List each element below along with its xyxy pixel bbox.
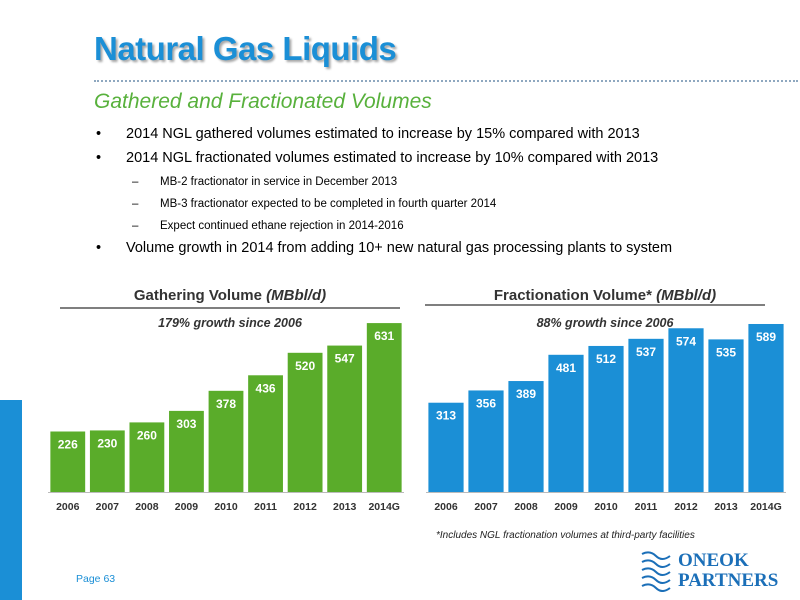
gathering-bar-2013 xyxy=(327,345,363,492)
fractionation-data-label: 389 xyxy=(516,387,536,401)
fractionation-chart-title-text: Fractionation Volume* xyxy=(493,287,652,304)
gathering-data-label: 631 xyxy=(374,329,394,343)
gathering-bar-2006 xyxy=(50,431,86,492)
gathering-x-tick-label: 2012 xyxy=(293,501,317,513)
page-title: Natural Gas Liquids xyxy=(94,30,397,67)
company-logo: ONEOK PARTNERS xyxy=(638,548,788,594)
bullet-text: Volume growth in 2014 from adding 10+ ne… xyxy=(126,240,673,256)
fractionation-bar-2011 xyxy=(628,338,664,492)
gathering-data-label: 303 xyxy=(176,417,196,431)
gathering-data-label: 226 xyxy=(58,438,78,452)
fractionation-growth-annotation: 88% growth since 2006 xyxy=(536,316,674,330)
bullet-item: • Volume growth in 2014 from adding 10+ … xyxy=(92,239,782,263)
gathering-x-tick-label: 2009 xyxy=(175,501,199,513)
gathering-growth-annotation: 179% growth since 2006 xyxy=(158,316,302,330)
fractionation-x-tick-label: 2009 xyxy=(554,501,578,513)
fractionation-data-label: 512 xyxy=(596,352,616,366)
fractionation-chart-title: Fractionation Volume* (MBbl/d) xyxy=(420,287,790,304)
sub-bullet-item: – MB-2 fractionator in service in Decemb… xyxy=(92,173,782,195)
sub-bullet-item: – MB-3 fractionator expected to be compl… xyxy=(92,195,782,217)
bullet-glyph: • xyxy=(96,126,102,142)
sub-bullet-text: MB-2 fractionator in service in December… xyxy=(160,176,398,188)
gathering-chart-title: Gathering Volume (MBbl/d) xyxy=(60,287,400,304)
fractionation-data-label: 574 xyxy=(676,334,696,348)
fractionation-bar-2013 xyxy=(708,339,744,492)
title-divider xyxy=(94,80,798,82)
fractionation-x-tick-label: 2007 xyxy=(474,501,498,513)
fractionation-data-label: 589 xyxy=(756,330,776,344)
gathering-x-tick-label: 2006 xyxy=(56,501,80,513)
fractionation-bar-2010 xyxy=(588,345,624,492)
fractionation-bar-2006 xyxy=(428,402,464,492)
gathering-x-tick-label: 2010 xyxy=(214,501,238,513)
fractionation-data-label: 537 xyxy=(636,345,656,359)
sub-bullet-text: MB-3 fractionator expected to be complet… xyxy=(160,198,497,210)
gathering-bar-2011 xyxy=(248,375,283,492)
fractionation-bar-2009 xyxy=(548,354,584,492)
fractionation-x-tick-label: 2008 xyxy=(514,501,538,513)
bullet-text: 2014 NGL fractionated volumes estimated … xyxy=(126,150,659,166)
bullet-item: • 2014 NGL gathered volumes estimated to… xyxy=(92,125,782,149)
left-accent-bar xyxy=(0,400,22,600)
bullet-text: 2014 NGL gathered volumes estimated to i… xyxy=(126,126,640,142)
fractionation-data-label: 535 xyxy=(716,345,736,359)
gathering-x-tick-label: 2013 xyxy=(333,501,357,513)
gathering-bar-2008 xyxy=(129,422,165,492)
gathering-data-label: 230 xyxy=(97,436,117,450)
gathering-bar-2014G xyxy=(366,323,402,492)
gathering-data-label: 547 xyxy=(335,352,355,366)
gathering-bar-2007 xyxy=(89,430,125,492)
fractionation-x-tick-label: 2011 xyxy=(635,501,658,513)
fractionation-chart-unit: (MBbl/d) xyxy=(656,287,717,304)
sub-bullet-item: – Expect continued ethane rejection in 2… xyxy=(92,217,782,239)
gathering-data-label: 436 xyxy=(256,381,276,395)
fractionation-bar-2007 xyxy=(468,390,504,492)
sub-bullet-glyph: – xyxy=(132,220,139,232)
fractionation-bar-2012 xyxy=(668,328,704,492)
fractionation-x-tick-label: 2010 xyxy=(594,501,618,513)
fractionation-data-label: 313 xyxy=(436,409,456,423)
gathering-data-label: 378 xyxy=(216,397,236,411)
fractionation-x-tick-label: 2014G xyxy=(750,501,782,513)
fractionation-data-label: 356 xyxy=(476,396,496,410)
bullet-list: • 2014 NGL gathered volumes estimated to… xyxy=(92,125,782,263)
gathering-x-tick-label: 2008 xyxy=(135,501,159,513)
sub-bullet-glyph: – xyxy=(132,176,139,188)
fractionation-bar-2014G xyxy=(748,323,784,492)
sub-bullet-glyph: – xyxy=(132,198,139,210)
gathering-data-label: 260 xyxy=(137,428,157,442)
gathering-chart-title-text: Gathering Volume xyxy=(133,287,262,304)
page-number: Page 63 xyxy=(76,573,116,585)
gathering-bar-2012 xyxy=(287,352,323,492)
bullet-glyph: • xyxy=(96,150,102,166)
footnote: *Includes NGL fractionation volumes at t… xyxy=(436,530,695,541)
gathering-bar-2009 xyxy=(169,410,204,492)
fractionation-x-tick-label: 2012 xyxy=(674,501,698,513)
gathering-x-tick-label: 2007 xyxy=(96,501,120,513)
fractionation-bar-2008 xyxy=(508,381,544,492)
bullet-glyph: • xyxy=(96,240,102,256)
logo-line2: PARTNERS xyxy=(678,570,779,591)
bullet-item: • 2014 NGL fractionated volumes estimate… xyxy=(92,149,782,173)
gathering-data-label: 520 xyxy=(295,359,315,373)
page-subtitle: Gathered and Fractionated Volumes xyxy=(94,90,432,113)
oneok-wave-logo-icon xyxy=(641,551,671,592)
fractionation-x-tick-label: 2013 xyxy=(714,501,738,513)
gathering-bar-2010 xyxy=(208,390,244,492)
fractionation-x-tick-label: 2006 xyxy=(434,501,458,513)
gathering-x-tick-label: 2011 xyxy=(254,501,277,513)
logo-line1: ONEOK xyxy=(678,550,749,571)
gathering-chart-unit: (MBbl/d) xyxy=(266,287,327,304)
fractionation-data-label: 481 xyxy=(556,361,576,375)
sub-bullet-text: Expect continued ethane rejection in 201… xyxy=(160,220,404,232)
gathering-x-tick-label: 2014G xyxy=(368,501,400,513)
